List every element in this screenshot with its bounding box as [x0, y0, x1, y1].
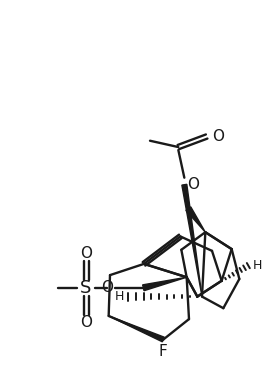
- Polygon shape: [186, 207, 205, 232]
- Text: O: O: [212, 129, 224, 144]
- Polygon shape: [143, 277, 187, 291]
- Text: H: H: [252, 259, 262, 272]
- Text: O: O: [101, 280, 113, 295]
- Text: O: O: [80, 315, 92, 330]
- Polygon shape: [182, 184, 202, 296]
- Text: O: O: [80, 245, 92, 260]
- Text: H: H: [115, 290, 124, 303]
- Text: O: O: [187, 177, 199, 192]
- Polygon shape: [109, 316, 164, 342]
- Text: F: F: [159, 344, 168, 359]
- Text: S: S: [80, 279, 92, 297]
